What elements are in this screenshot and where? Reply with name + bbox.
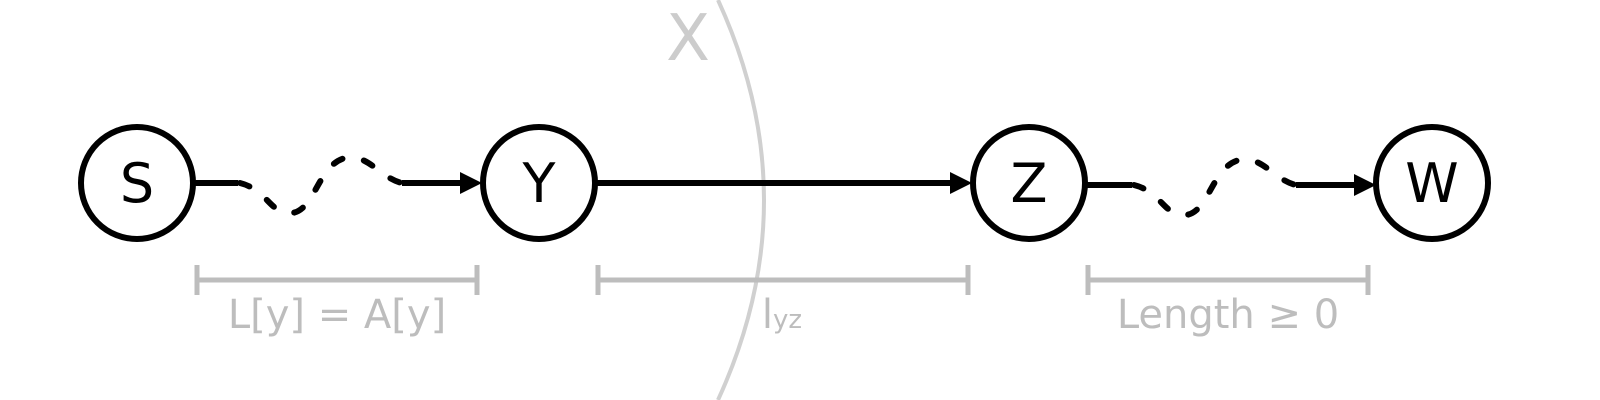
node-w: W [1373,124,1491,242]
bracket-y-z: lyz [595,265,971,338]
node-y-label: Y [522,152,557,215]
arrowhead-z-w [1354,174,1376,196]
node-w-circle [1373,124,1491,242]
bracket-s-y-label: L[y] = A[y] [228,292,446,338]
edge-s-y-dotted [237,154,405,217]
edge-z-w [1085,156,1376,219]
bracket-y-z-label-main: l [762,292,773,338]
bracket-y-z-label: lyz [762,292,802,338]
arrowhead-s-y [460,172,482,194]
node-z-label: Z [1011,152,1048,215]
cut-curve [716,0,766,400]
node-w-label: W [1405,152,1458,215]
edge-z-w-dotted [1131,156,1299,219]
arrowhead-y-z [950,172,972,194]
bracket-y-z-label-sub: yz [773,305,802,335]
bracket-z-w-label: Length ≥ 0 [1117,292,1339,338]
node-s-circle [78,124,196,242]
node-z-circle [970,124,1088,242]
edge-s-y [193,154,482,217]
node-y: Y [480,124,598,242]
bracket-s-y: L[y] = A[y] [194,265,480,338]
node-z: Z [970,124,1088,242]
cut-label: X [666,2,710,76]
node-y-circle [480,124,598,242]
edge-y-z [596,172,972,194]
node-s: S [78,124,196,242]
node-s-label: S [120,152,154,215]
bracket-z-w: Length ≥ 0 [1085,265,1371,338]
